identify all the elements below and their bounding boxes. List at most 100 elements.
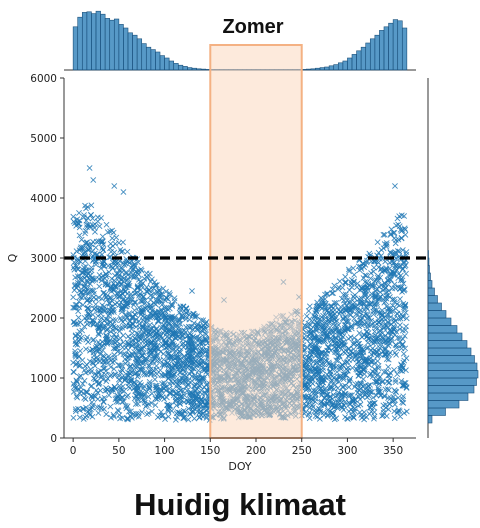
- scatter-point: [79, 245, 86, 252]
- top-hist-bar: [360, 46, 367, 71]
- zone-label: Zomer: [222, 16, 283, 38]
- scatter-point: [149, 390, 155, 397]
- scatter-point: [185, 382, 192, 389]
- scatter-point: [398, 228, 405, 235]
- scatter-point: [357, 385, 364, 392]
- scatter-point: [393, 389, 400, 396]
- scatter-point: [175, 385, 182, 392]
- scatter-point: [159, 335, 166, 341]
- scatter-point: [96, 283, 103, 290]
- scatter-point: [169, 301, 176, 308]
- scatter-point: [122, 351, 129, 358]
- scatter-point: [354, 307, 361, 314]
- scatter-point: [150, 358, 156, 365]
- scatter-point: [324, 407, 331, 414]
- scatter-point: [78, 384, 84, 391]
- right-hist-bar: [427, 265, 430, 274]
- scatter-point: [392, 349, 398, 356]
- scatter-point: [117, 349, 124, 356]
- scatter-point: [140, 293, 146, 300]
- highlight-rect: [209, 44, 303, 439]
- scatter-point: [331, 386, 337, 392]
- scatter-point: [143, 331, 150, 338]
- scatter-point: [313, 327, 320, 334]
- scatter-point: [389, 302, 396, 309]
- scatter-point: [401, 410, 408, 416]
- scatter-point: [133, 290, 140, 296]
- scatter-point: [168, 333, 175, 340]
- scatter-point: [336, 278, 343, 285]
- scatter-point: [97, 307, 104, 314]
- scatter-point: [359, 390, 366, 397]
- scatter-point: [374, 353, 380, 359]
- scatter-point: [344, 318, 350, 325]
- scatter-point: [135, 259, 142, 266]
- top-hist-bar: [379, 30, 385, 71]
- scatter-point: [152, 376, 158, 383]
- scatter-point: [188, 364, 195, 371]
- scatter-point: [197, 330, 204, 337]
- scatter-point: [370, 394, 377, 401]
- top-hist-bar: [315, 67, 321, 71]
- scatter-point: [142, 297, 149, 304]
- x-tick-label: 50: [112, 445, 125, 457]
- scatter-point: [199, 323, 205, 330]
- scatter-point: [152, 352, 159, 359]
- right-hist-bar: [427, 257, 430, 266]
- scatter-point: [310, 387, 317, 394]
- scatter-point: [126, 260, 133, 266]
- scatter-point: [111, 413, 117, 420]
- scatter-point: [360, 376, 367, 383]
- scatter-point: [330, 392, 337, 398]
- scatter-point: [126, 310, 133, 317]
- scatter-point: [381, 338, 388, 345]
- scatter-point: [84, 285, 91, 292]
- scatter-point: [147, 292, 154, 299]
- scatter-point: [101, 317, 108, 324]
- scatter-point: [141, 275, 148, 282]
- scatter-point: [86, 306, 93, 313]
- scatter-point: [397, 322, 403, 329]
- scatter-point: [161, 317, 168, 324]
- scatter-point: [312, 409, 319, 415]
- scatter-point: [195, 367, 202, 374]
- scatter-point: [98, 240, 105, 246]
- scatter-point: [109, 303, 116, 310]
- scatter-point: [76, 232, 83, 239]
- scatter-point: [125, 392, 131, 399]
- top-hist-bar: [109, 19, 115, 71]
- scatter-point: [84, 246, 91, 253]
- scatter-point: [123, 284, 130, 291]
- scatter-point: [364, 386, 371, 393]
- scatter-point: [360, 312, 367, 319]
- scatter-point: [153, 384, 160, 391]
- scatter-point: [181, 414, 188, 421]
- scatter-point: [397, 262, 404, 269]
- scatter-point: [143, 316, 150, 322]
- scatter-point: [134, 363, 141, 370]
- scatter-point: [189, 409, 196, 416]
- scatter-point: [199, 358, 205, 365]
- scatter-point: [190, 383, 197, 389]
- scatter-point: [101, 289, 107, 296]
- scatter-point: [314, 334, 321, 340]
- scatter-point: [155, 390, 162, 397]
- scatter-point: [99, 347, 106, 354]
- scatter-point: [398, 234, 405, 241]
- scatter-point: [76, 210, 82, 216]
- scatter-point: [121, 398, 127, 405]
- right-hist-bar: [427, 407, 446, 416]
- scatter-point: [346, 268, 353, 275]
- scatter-point: [94, 404, 101, 411]
- scatter-point: [385, 406, 392, 413]
- scatter-point: [328, 377, 335, 384]
- scatter-point: [96, 294, 102, 301]
- scatter-point: [379, 413, 385, 419]
- scatter-point: [135, 359, 142, 366]
- scatter-point: [106, 269, 112, 276]
- top-hist-bar: [91, 13, 97, 71]
- scatter-point: [377, 266, 384, 273]
- scatter-point: [136, 321, 143, 328]
- scatter-point: [152, 402, 159, 409]
- scatter-point: [309, 318, 316, 325]
